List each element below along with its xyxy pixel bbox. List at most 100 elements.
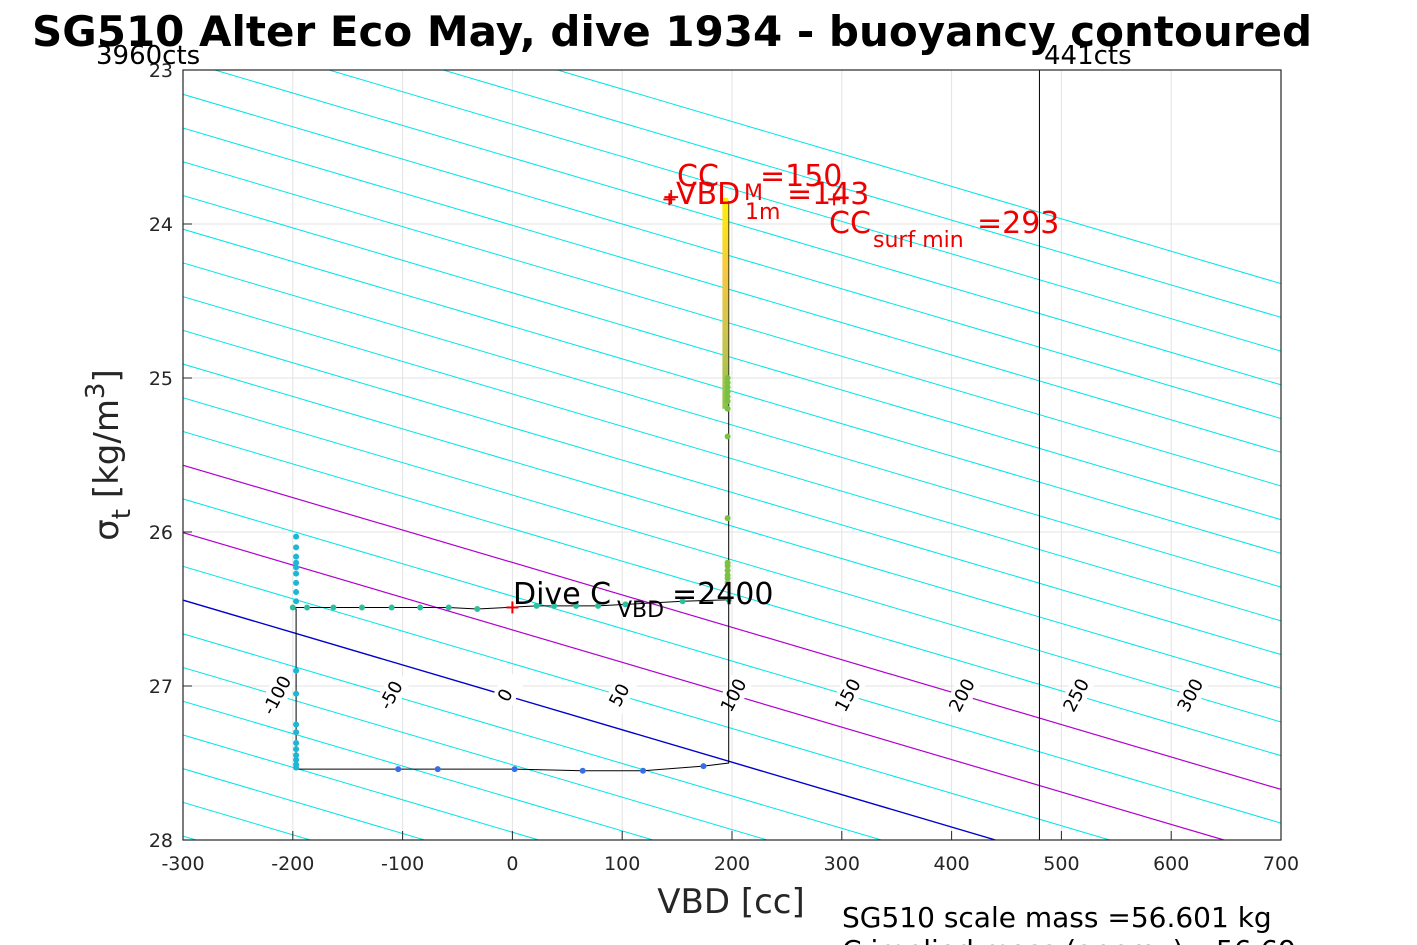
markers <box>506 193 841 614</box>
contour-line <box>183 532 1225 840</box>
data-point <box>551 602 558 609</box>
contour-label-bg <box>713 670 754 720</box>
data-point <box>724 579 731 586</box>
contour-label-bg <box>941 670 983 720</box>
vbd-1m-prefix: + <box>662 185 680 210</box>
contour-line <box>183 93 1281 420</box>
footer-implied-mass: C implied mass (approx) =56.69 <box>842 934 1296 945</box>
data-point <box>358 604 365 611</box>
data-point <box>293 739 300 746</box>
contour-label-bg <box>1170 670 1211 720</box>
x-tick-label: -200 <box>271 853 314 875</box>
data-point <box>293 589 300 596</box>
cc-value: =150 <box>760 159 842 194</box>
contour-label-bg <box>599 670 640 720</box>
data-point <box>679 598 686 605</box>
y-tick-label: 23 <box>149 60 173 82</box>
vbd-1m-value: =143 <box>787 177 869 212</box>
y-tick-label: 24 <box>149 214 173 236</box>
contour-line <box>183 464 1281 791</box>
data-point <box>388 604 395 611</box>
data-point <box>511 766 518 773</box>
y-tick-label: 26 <box>149 522 173 544</box>
cross-marker <box>663 193 676 206</box>
x-tick-label: -100 <box>381 853 424 875</box>
x-tick-label: 600 <box>1153 853 1189 875</box>
data-point <box>417 604 424 611</box>
dive-c-vbd-main: Dive C <box>513 577 611 612</box>
contour-line <box>183 161 1281 487</box>
data-point <box>395 766 402 773</box>
contour-label-bg <box>1056 670 1097 720</box>
x-axis-label: VBD [cc] <box>657 882 805 922</box>
contour-line <box>183 228 1281 554</box>
data-point <box>640 767 647 774</box>
data-point <box>725 596 732 603</box>
y-label-end: ] <box>87 369 127 382</box>
data-point <box>573 602 580 609</box>
y-tick-label: 28 <box>149 830 173 852</box>
data-points <box>289 375 732 774</box>
cc-main: CC <box>677 159 719 194</box>
y-tick-label: 25 <box>149 368 173 390</box>
contour-line <box>183 127 1281 453</box>
data-point <box>293 544 300 551</box>
max-cts-label: 441cts <box>1044 41 1132 71</box>
data-point <box>434 766 441 773</box>
data-point <box>595 602 602 609</box>
data-point <box>293 598 300 605</box>
data-point <box>579 767 586 774</box>
data-point <box>293 729 300 736</box>
x-tick-label: 200 <box>714 853 750 875</box>
data-point <box>724 393 731 400</box>
contour-line <box>183 700 654 840</box>
x-tick-label: 0 <box>506 853 518 875</box>
contour-line <box>183 666 768 840</box>
data-point <box>622 601 629 608</box>
vbd-1m-main: VBD <box>676 177 740 212</box>
x-tick-label: 700 <box>1263 853 1299 875</box>
min-cts-label: 3960cts <box>96 41 200 71</box>
cc-annotation: CC =150 <box>677 159 842 194</box>
axis-ticks: -300 -200 -100 0 100 200 300 400 500 600 700 23 24 25… <box>149 60 1299 875</box>
x-tick-label: 400 <box>933 853 969 875</box>
contour-line <box>183 633 882 840</box>
data-point <box>533 602 540 609</box>
y-label-symbol: σ <box>87 519 127 541</box>
data-point <box>445 604 452 611</box>
contour-line <box>183 565 1110 840</box>
data-point <box>304 604 311 611</box>
data-point <box>724 405 731 412</box>
vbd-1m-annotation: +VBD <box>662 177 740 212</box>
data-point <box>700 763 707 770</box>
data-point <box>289 604 296 611</box>
contour-label-bg <box>371 670 412 720</box>
x-tick-label: 500 <box>1043 853 1079 875</box>
y-label-sub: t <box>107 509 137 519</box>
surface-bar <box>722 197 729 409</box>
contour-line <box>557 70 1281 285</box>
vbd-1m-sub: 1m <box>745 200 780 225</box>
chart-title: SG510 Alter Eco May, dive 1934 - buoyanc… <box>32 7 1312 56</box>
data-point <box>293 756 300 763</box>
y-tick-label: 27 <box>149 676 173 698</box>
data-point <box>724 515 731 522</box>
contour-line <box>183 329 1281 656</box>
data-point <box>724 433 731 440</box>
contour-line <box>183 498 1281 824</box>
data-point <box>293 752 300 759</box>
x-tick-label: 100 <box>604 853 640 875</box>
contour-label-bg <box>256 670 297 720</box>
data-point <box>474 606 481 612</box>
contour-line <box>0 70 82 840</box>
data-point <box>293 579 300 586</box>
data-point <box>293 533 300 540</box>
contour-line <box>183 599 996 840</box>
data-point <box>293 570 300 577</box>
contour-line <box>183 397 1281 723</box>
contour-line <box>183 262 1281 588</box>
contour-line <box>183 363 1281 689</box>
cross-marker <box>506 601 519 614</box>
data-point <box>724 575 731 582</box>
